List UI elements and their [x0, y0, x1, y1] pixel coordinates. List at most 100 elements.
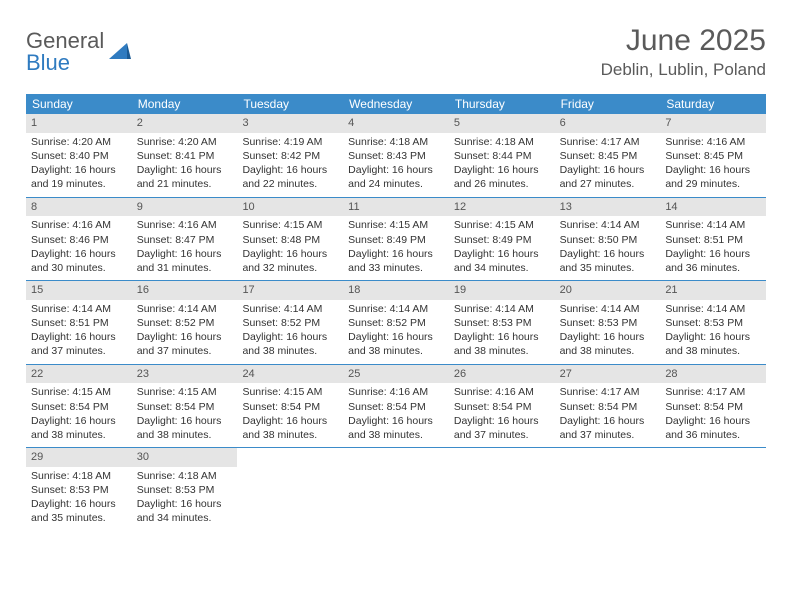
- day-content: Sunrise: 4:14 AMSunset: 8:51 PMDaylight:…: [660, 216, 766, 280]
- sunrise-text: Sunrise: 4:16 AM: [665, 135, 761, 149]
- sunset-text: Sunset: 8:42 PM: [242, 149, 338, 163]
- day-content: Sunrise: 4:17 AMSunset: 8:54 PMDaylight:…: [555, 383, 661, 447]
- sunset-text: Sunset: 8:54 PM: [242, 400, 338, 414]
- weekday-header: Thursday: [449, 94, 555, 114]
- daylight-text: Daylight: 16 hours and 32 minutes.: [242, 247, 338, 275]
- sunset-text: Sunset: 8:54 PM: [348, 400, 444, 414]
- sunset-text: Sunset: 8:40 PM: [31, 149, 127, 163]
- logo-text-block: General Blue: [26, 30, 104, 74]
- day-content: Sunrise: 4:17 AMSunset: 8:45 PMDaylight:…: [555, 133, 661, 197]
- day-cell: 10Sunrise: 4:15 AMSunset: 8:48 PMDayligh…: [237, 198, 343, 281]
- day-content: Sunrise: 4:14 AMSunset: 8:52 PMDaylight:…: [132, 300, 238, 364]
- empty-day-cell: [237, 448, 343, 531]
- day-content: Sunrise: 4:18 AMSunset: 8:53 PMDaylight:…: [26, 467, 132, 531]
- day-content: Sunrise: 4:14 AMSunset: 8:52 PMDaylight:…: [237, 300, 343, 364]
- day-content: Sunrise: 4:18 AMSunset: 8:43 PMDaylight:…: [343, 133, 449, 197]
- daylight-text: Daylight: 16 hours and 36 minutes.: [665, 247, 761, 275]
- day-cell: 16Sunrise: 4:14 AMSunset: 8:52 PMDayligh…: [132, 281, 238, 364]
- weekday-header: Wednesday: [343, 94, 449, 114]
- day-number: 14: [660, 198, 766, 217]
- logo-line2: Blue: [26, 52, 104, 74]
- empty-day-cell: [343, 448, 449, 531]
- sunrise-text: Sunrise: 4:18 AM: [137, 469, 233, 483]
- daylight-text: Daylight: 16 hours and 38 minutes.: [454, 330, 550, 358]
- day-cell: 12Sunrise: 4:15 AMSunset: 8:49 PMDayligh…: [449, 198, 555, 281]
- day-number: 17: [237, 281, 343, 300]
- day-cell: 5Sunrise: 4:18 AMSunset: 8:44 PMDaylight…: [449, 114, 555, 197]
- day-number: 2: [132, 114, 238, 133]
- daylight-text: Daylight: 16 hours and 38 minutes.: [560, 330, 656, 358]
- sunset-text: Sunset: 8:54 PM: [560, 400, 656, 414]
- sunrise-text: Sunrise: 4:15 AM: [348, 218, 444, 232]
- day-number: 12: [449, 198, 555, 217]
- day-cell: 15Sunrise: 4:14 AMSunset: 8:51 PMDayligh…: [26, 281, 132, 364]
- sunset-text: Sunset: 8:51 PM: [31, 316, 127, 330]
- day-number: 5: [449, 114, 555, 133]
- sunset-text: Sunset: 8:52 PM: [137, 316, 233, 330]
- day-content: Sunrise: 4:14 AMSunset: 8:50 PMDaylight:…: [555, 216, 661, 280]
- sunrise-text: Sunrise: 4:16 AM: [137, 218, 233, 232]
- day-number: 10: [237, 198, 343, 217]
- daylight-text: Daylight: 16 hours and 37 minutes.: [454, 414, 550, 442]
- day-content: Sunrise: 4:14 AMSunset: 8:53 PMDaylight:…: [660, 300, 766, 364]
- week-row: 22Sunrise: 4:15 AMSunset: 8:54 PMDayligh…: [26, 364, 766, 448]
- daylight-text: Daylight: 16 hours and 33 minutes.: [348, 247, 444, 275]
- day-content: Sunrise: 4:16 AMSunset: 8:54 PMDaylight:…: [343, 383, 449, 447]
- sunrise-text: Sunrise: 4:14 AM: [454, 302, 550, 316]
- daylight-text: Daylight: 16 hours and 26 minutes.: [454, 163, 550, 191]
- weeks-container: 1Sunrise: 4:20 AMSunset: 8:40 PMDaylight…: [26, 114, 766, 531]
- day-cell: 20Sunrise: 4:14 AMSunset: 8:53 PMDayligh…: [555, 281, 661, 364]
- weekday-header: Tuesday: [237, 94, 343, 114]
- sunset-text: Sunset: 8:52 PM: [348, 316, 444, 330]
- sunrise-text: Sunrise: 4:15 AM: [242, 218, 338, 232]
- sunset-text: Sunset: 8:50 PM: [560, 233, 656, 247]
- daylight-text: Daylight: 16 hours and 24 minutes.: [348, 163, 444, 191]
- daylight-text: Daylight: 16 hours and 21 minutes.: [137, 163, 233, 191]
- day-content: Sunrise: 4:15 AMSunset: 8:54 PMDaylight:…: [132, 383, 238, 447]
- daylight-text: Daylight: 16 hours and 30 minutes.: [31, 247, 127, 275]
- daylight-text: Daylight: 16 hours and 31 minutes.: [137, 247, 233, 275]
- daylight-text: Daylight: 16 hours and 35 minutes.: [560, 247, 656, 275]
- weekday-header: Friday: [555, 94, 661, 114]
- day-number: 6: [555, 114, 661, 133]
- sunrise-text: Sunrise: 4:14 AM: [665, 218, 761, 232]
- sunrise-text: Sunrise: 4:18 AM: [31, 469, 127, 483]
- day-number: 25: [343, 365, 449, 384]
- month-title: June 2025: [601, 24, 766, 58]
- daylight-text: Daylight: 16 hours and 34 minutes.: [137, 497, 233, 525]
- day-content: Sunrise: 4:19 AMSunset: 8:42 PMDaylight:…: [237, 133, 343, 197]
- day-number: 22: [26, 365, 132, 384]
- day-content: Sunrise: 4:16 AMSunset: 8:45 PMDaylight:…: [660, 133, 766, 197]
- day-content: Sunrise: 4:18 AMSunset: 8:44 PMDaylight:…: [449, 133, 555, 197]
- sunrise-text: Sunrise: 4:14 AM: [31, 302, 127, 316]
- daylight-text: Daylight: 16 hours and 37 minutes.: [560, 414, 656, 442]
- day-cell: 27Sunrise: 4:17 AMSunset: 8:54 PMDayligh…: [555, 365, 661, 448]
- daylight-text: Daylight: 16 hours and 22 minutes.: [242, 163, 338, 191]
- week-row: 1Sunrise: 4:20 AMSunset: 8:40 PMDaylight…: [26, 114, 766, 197]
- sunrise-text: Sunrise: 4:19 AM: [242, 135, 338, 149]
- sunset-text: Sunset: 8:53 PM: [560, 316, 656, 330]
- sunrise-text: Sunrise: 4:15 AM: [242, 385, 338, 399]
- calendar: SundayMondayTuesdayWednesdayThursdayFrid…: [26, 94, 766, 531]
- week-row: 8Sunrise: 4:16 AMSunset: 8:46 PMDaylight…: [26, 197, 766, 281]
- sunset-text: Sunset: 8:53 PM: [137, 483, 233, 497]
- daylight-text: Daylight: 16 hours and 34 minutes.: [454, 247, 550, 275]
- sunset-text: Sunset: 8:49 PM: [454, 233, 550, 247]
- sunset-text: Sunset: 8:53 PM: [454, 316, 550, 330]
- weekday-header: Monday: [132, 94, 238, 114]
- sunrise-text: Sunrise: 4:16 AM: [31, 218, 127, 232]
- weekday-header-row: SundayMondayTuesdayWednesdayThursdayFrid…: [26, 94, 766, 114]
- sunrise-text: Sunrise: 4:14 AM: [242, 302, 338, 316]
- day-cell: 2Sunrise: 4:20 AMSunset: 8:41 PMDaylight…: [132, 114, 238, 197]
- day-cell: 6Sunrise: 4:17 AMSunset: 8:45 PMDaylight…: [555, 114, 661, 197]
- day-cell: 23Sunrise: 4:15 AMSunset: 8:54 PMDayligh…: [132, 365, 238, 448]
- sunrise-text: Sunrise: 4:18 AM: [454, 135, 550, 149]
- day-cell: 25Sunrise: 4:16 AMSunset: 8:54 PMDayligh…: [343, 365, 449, 448]
- sunset-text: Sunset: 8:51 PM: [665, 233, 761, 247]
- daylight-text: Daylight: 16 hours and 38 minutes.: [242, 330, 338, 358]
- day-number: 26: [449, 365, 555, 384]
- day-number: 15: [26, 281, 132, 300]
- daylight-text: Daylight: 16 hours and 37 minutes.: [137, 330, 233, 358]
- sunset-text: Sunset: 8:47 PM: [137, 233, 233, 247]
- day-content: Sunrise: 4:14 AMSunset: 8:53 PMDaylight:…: [449, 300, 555, 364]
